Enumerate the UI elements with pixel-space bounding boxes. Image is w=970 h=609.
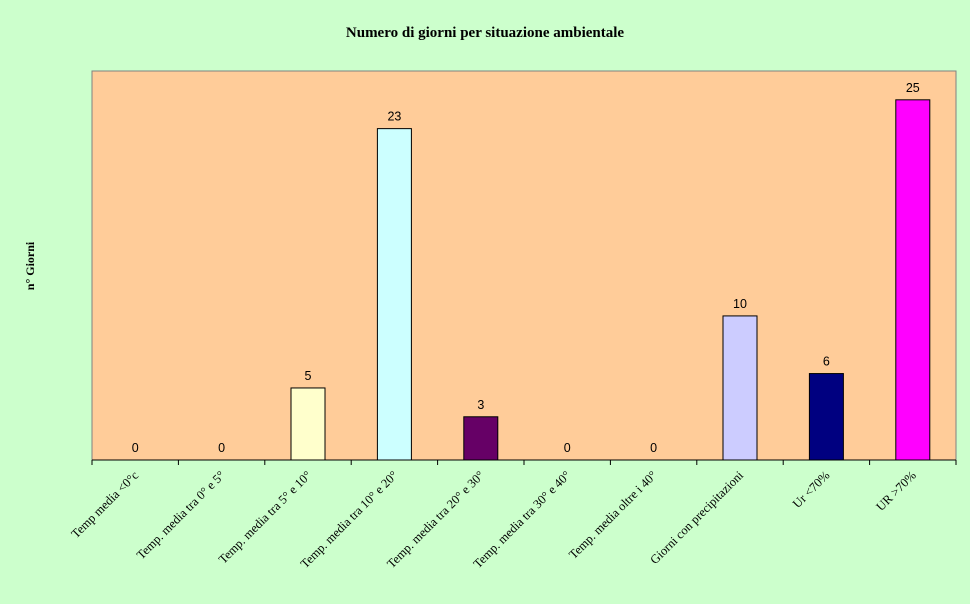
bar-9 bbox=[895, 99, 931, 461]
axes-group bbox=[91, 459, 957, 465]
data-label-8: 6 bbox=[823, 355, 830, 369]
bar-2 bbox=[290, 387, 326, 461]
bars-group bbox=[290, 99, 931, 461]
data-label-2: 5 bbox=[305, 369, 312, 383]
data-label-0: 0 bbox=[132, 441, 139, 455]
data-label-9: 25 bbox=[906, 81, 920, 95]
bar-3 bbox=[376, 128, 412, 461]
data-label-4: 3 bbox=[477, 398, 484, 412]
data-label-6: 0 bbox=[650, 441, 657, 455]
data-label-1: 0 bbox=[218, 441, 225, 455]
data-labels-group: 0 0 5 23 3 0 0 10 6 25 bbox=[132, 81, 920, 455]
data-label-5: 0 bbox=[564, 441, 571, 455]
data-label-3: 23 bbox=[387, 110, 401, 124]
bar-4 bbox=[463, 416, 499, 461]
y-axis-label: n° Giorni bbox=[23, 241, 37, 290]
chart-title: Numero di giorni per situazione ambienta… bbox=[346, 25, 625, 41]
data-label-7: 10 bbox=[733, 297, 747, 311]
bar-7 bbox=[722, 315, 758, 461]
bar-8 bbox=[808, 373, 844, 461]
